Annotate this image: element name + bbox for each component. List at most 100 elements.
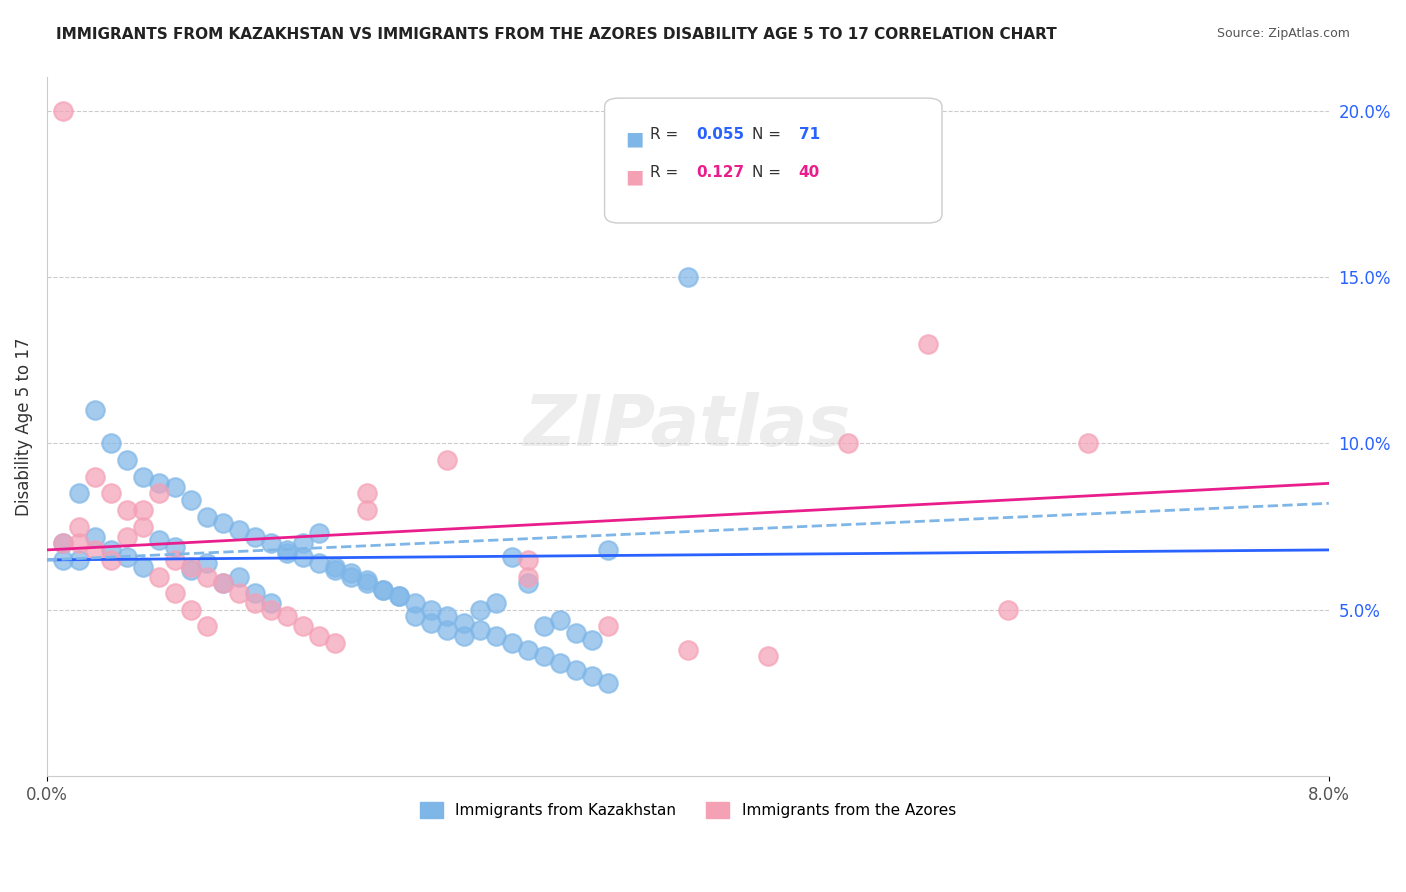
- Point: [132, 519, 155, 533]
- Text: R =: R =: [650, 165, 688, 180]
- Point: [308, 629, 330, 643]
- Point: [501, 549, 523, 564]
- Point: [373, 582, 395, 597]
- Point: [292, 536, 315, 550]
- Point: [837, 436, 859, 450]
- Point: [52, 103, 75, 118]
- Point: [195, 556, 218, 570]
- Point: [323, 559, 346, 574]
- Point: [676, 270, 699, 285]
- Point: [516, 553, 538, 567]
- Text: Source: ZipAtlas.com: Source: ZipAtlas.com: [1216, 27, 1350, 40]
- Point: [404, 596, 426, 610]
- Point: [212, 576, 235, 591]
- Point: [308, 526, 330, 541]
- Point: [132, 469, 155, 483]
- Point: [165, 480, 187, 494]
- Point: [373, 582, 395, 597]
- Point: [115, 503, 138, 517]
- Point: [245, 596, 267, 610]
- Point: [165, 553, 187, 567]
- Point: [516, 569, 538, 583]
- Point: [180, 559, 202, 574]
- Text: N =: N =: [752, 165, 786, 180]
- Point: [132, 503, 155, 517]
- Point: [165, 586, 187, 600]
- Point: [276, 542, 298, 557]
- Point: [84, 530, 107, 544]
- Point: [564, 663, 586, 677]
- Text: N =: N =: [752, 127, 786, 142]
- Point: [436, 453, 458, 467]
- Point: [100, 553, 122, 567]
- Point: [212, 516, 235, 531]
- Text: ■: ■: [626, 168, 644, 186]
- Point: [436, 609, 458, 624]
- Point: [84, 542, 107, 557]
- Point: [516, 576, 538, 591]
- Point: [115, 530, 138, 544]
- Text: R =: R =: [650, 127, 683, 142]
- Text: ■: ■: [626, 129, 644, 148]
- Point: [228, 586, 250, 600]
- Point: [245, 530, 267, 544]
- Point: [596, 676, 619, 690]
- Point: [340, 566, 363, 581]
- Point: [997, 603, 1019, 617]
- Point: [100, 542, 122, 557]
- Text: 0.055: 0.055: [696, 127, 744, 142]
- Point: [533, 619, 555, 633]
- Point: [180, 493, 202, 508]
- Point: [323, 636, 346, 650]
- Point: [292, 549, 315, 564]
- Point: [323, 563, 346, 577]
- Point: [148, 476, 170, 491]
- Point: [581, 669, 603, 683]
- Point: [67, 486, 90, 500]
- Point: [356, 486, 378, 500]
- Point: [356, 573, 378, 587]
- Point: [148, 486, 170, 500]
- Point: [356, 503, 378, 517]
- Point: [67, 519, 90, 533]
- Point: [276, 609, 298, 624]
- Point: [356, 576, 378, 591]
- Point: [468, 603, 491, 617]
- Point: [596, 619, 619, 633]
- Point: [100, 486, 122, 500]
- Point: [260, 536, 283, 550]
- Point: [404, 609, 426, 624]
- Y-axis label: Disability Age 5 to 17: Disability Age 5 to 17: [15, 337, 32, 516]
- Point: [180, 563, 202, 577]
- Point: [484, 596, 506, 610]
- Point: [756, 649, 779, 664]
- Point: [581, 632, 603, 647]
- Text: IMMIGRANTS FROM KAZAKHSTAN VS IMMIGRANTS FROM THE AZORES DISABILITY AGE 5 TO 17 : IMMIGRANTS FROM KAZAKHSTAN VS IMMIGRANTS…: [56, 27, 1057, 42]
- Text: 40: 40: [799, 165, 820, 180]
- Point: [292, 619, 315, 633]
- Point: [52, 553, 75, 567]
- Point: [501, 636, 523, 650]
- Point: [212, 576, 235, 591]
- Point: [260, 596, 283, 610]
- Point: [132, 559, 155, 574]
- Point: [148, 533, 170, 547]
- Text: 0.127: 0.127: [696, 165, 744, 180]
- Point: [100, 436, 122, 450]
- Point: [52, 536, 75, 550]
- Point: [148, 569, 170, 583]
- Point: [52, 536, 75, 550]
- Point: [484, 629, 506, 643]
- Point: [195, 619, 218, 633]
- Point: [548, 613, 571, 627]
- Text: 71: 71: [799, 127, 820, 142]
- Point: [388, 590, 411, 604]
- Point: [340, 569, 363, 583]
- Text: ZIPatlas: ZIPatlas: [524, 392, 852, 461]
- Point: [676, 642, 699, 657]
- Point: [533, 649, 555, 664]
- Point: [596, 542, 619, 557]
- Point: [67, 553, 90, 567]
- Point: [195, 509, 218, 524]
- Point: [453, 616, 475, 631]
